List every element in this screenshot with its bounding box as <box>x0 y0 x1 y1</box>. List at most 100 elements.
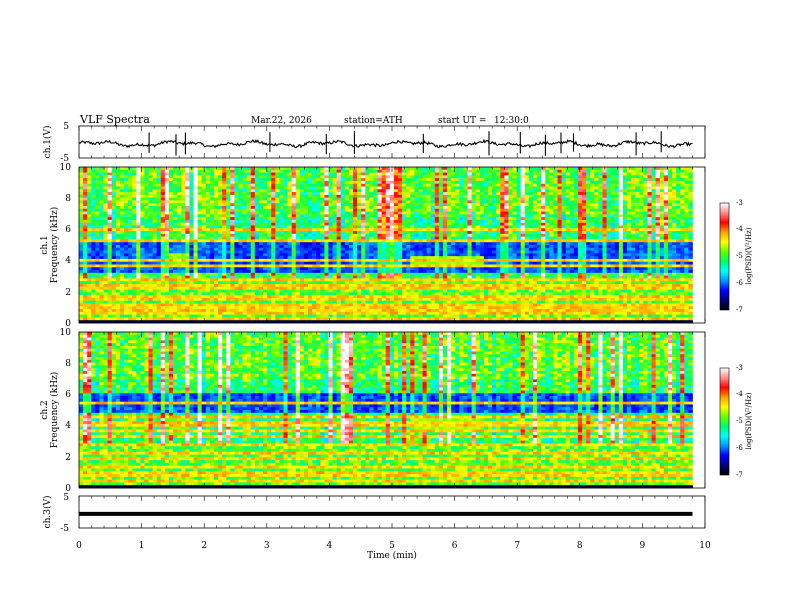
spectrogram-cell <box>496 183 501 187</box>
spectrogram-cell <box>357 192 362 196</box>
spectrogram-cell <box>598 167 603 171</box>
spectrogram-cell <box>320 222 325 226</box>
spectrogram-cell <box>353 219 358 224</box>
spectrogram-cell <box>410 206 415 210</box>
spectrogram-cell <box>353 231 358 235</box>
spectrogram-cell <box>258 250 264 254</box>
spectrogram-cell <box>201 250 207 254</box>
spectrogram-cell <box>365 214 370 218</box>
spectrogram-cell <box>443 253 448 257</box>
spectrogram-cell <box>267 231 272 235</box>
spectrogram-cell <box>381 217 387 221</box>
spectrogram-cell <box>213 242 219 246</box>
spectrogram-cell <box>610 169 616 173</box>
spectrogram-cell <box>254 228 260 232</box>
spectrogram-cell <box>140 183 145 187</box>
spectrogram-cell <box>152 239 158 243</box>
spectrogram-cell <box>479 247 485 251</box>
spectrogram-cell <box>667 183 673 187</box>
spectrogram-cell <box>197 236 203 240</box>
spectrogram-cell <box>316 183 321 187</box>
spectrogram-cell <box>545 194 550 198</box>
spectrogram-cell <box>659 200 665 204</box>
spectrogram-cell <box>357 206 362 210</box>
spectrogram-cell <box>213 208 219 212</box>
spectrogram-cell <box>680 239 685 243</box>
spectrogram-cell <box>377 250 382 254</box>
spectrogram-cell <box>479 200 485 204</box>
spectrogram-cell <box>500 222 505 226</box>
spectrogram-cell <box>234 178 239 182</box>
spectrogram-cell <box>541 183 546 187</box>
spectrogram-cell <box>234 192 239 196</box>
spectrogram-cell <box>647 197 652 201</box>
spectrogram-cell <box>218 247 223 251</box>
spectrogram-cell <box>467 203 472 207</box>
spectrogram-cell <box>377 172 382 176</box>
spectrogram-cell <box>119 206 125 210</box>
spectrogram-cell <box>414 236 419 240</box>
spectrogram-cell <box>422 231 427 235</box>
spectrogram-cell <box>614 197 620 201</box>
spectrogram-cell <box>107 178 113 182</box>
spectrogram-cell <box>410 203 415 207</box>
spectrogram-cell <box>573 222 579 226</box>
spectrogram-cell <box>303 253 309 257</box>
spectrogram-cell <box>406 192 411 196</box>
spectrogram-cell <box>226 225 231 229</box>
spectrogram-cell <box>144 189 149 193</box>
spectrogram-cell <box>197 180 203 185</box>
spectrogram-cell <box>655 231 661 235</box>
spectrogram-cell <box>541 245 546 249</box>
spectrogram-cell <box>569 186 575 190</box>
spectrogram-cell <box>246 250 252 254</box>
spectrogram-cell <box>672 211 677 215</box>
spectrogram-cell <box>115 186 121 190</box>
spectrogram-cell <box>426 178 432 182</box>
spectrogram-cell <box>512 203 517 207</box>
spectrogram-cell <box>422 183 427 187</box>
spectrogram-cell <box>618 208 624 212</box>
spectrogram-cell <box>320 245 325 249</box>
spectrogram-cell <box>369 175 374 179</box>
spectrogram-cell <box>148 194 153 198</box>
spectrogram-cell <box>275 239 280 243</box>
spectrogram-cell <box>226 180 231 185</box>
spectrogram-cell <box>532 178 538 182</box>
spectrogram-cell <box>148 245 153 249</box>
spectrogram-cell <box>635 236 640 240</box>
spectrogram-cell <box>577 189 583 193</box>
spectrogram-cell <box>365 233 370 237</box>
spectrogram-cell <box>643 183 648 187</box>
spectrogram-cell <box>328 245 333 249</box>
spectrogram-cell <box>406 206 411 210</box>
spectrogram-cell <box>639 200 644 204</box>
spectrogram-cell <box>430 245 436 249</box>
spectrogram-cell <box>99 175 104 179</box>
spectrogram-cell <box>434 180 440 185</box>
spectrogram-cell <box>594 250 599 254</box>
spectrogram-cell <box>291 175 297 179</box>
spectrogram-cell <box>357 203 362 207</box>
spectrogram-cell <box>504 214 509 218</box>
spectrogram-cell <box>508 206 513 210</box>
spectrogram-cell <box>582 211 587 215</box>
spectrogram-cell <box>594 167 599 171</box>
spectrogram-cell <box>123 250 129 254</box>
spectrogram-cell <box>418 245 423 249</box>
spectrogram-cell <box>316 225 321 229</box>
spectrogram-cell <box>631 206 636 210</box>
spectrogram-cell <box>430 192 436 196</box>
spectrogram-cell <box>136 206 141 210</box>
spectrogram-cell <box>627 167 632 171</box>
spectrogram-cell <box>246 214 252 218</box>
spectrogram-cell <box>258 231 264 235</box>
spectrogram-cell <box>451 186 456 190</box>
spectrogram-cell <box>193 186 198 190</box>
spectrogram-cell <box>516 250 522 254</box>
spectrogram-cell <box>582 236 587 240</box>
spectrogram-cell <box>434 236 440 240</box>
spectrogram-cell <box>463 253 468 257</box>
spectrogram-cell <box>181 245 186 249</box>
spectrogram-cell <box>91 197 96 201</box>
